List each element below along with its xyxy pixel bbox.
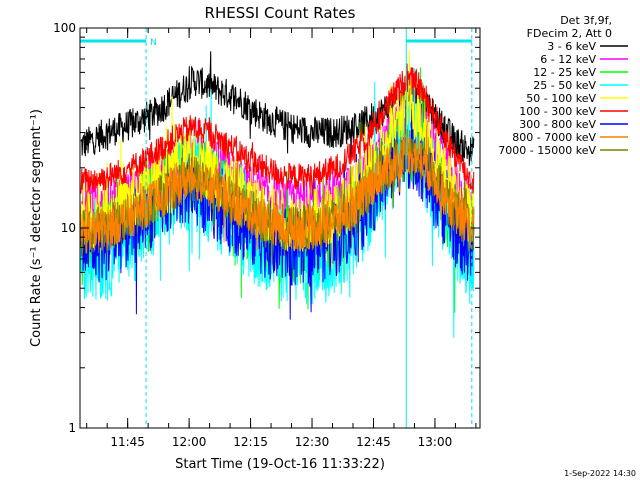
x-tick-label: 12:30 [295, 435, 330, 449]
legend-label: 7000 - 15000 keV [498, 144, 596, 157]
legend-label: 6 - 12 keV [540, 53, 596, 66]
x-tick-label: 12:15 [233, 435, 268, 449]
axes: 1 10 100 11:45 12:00 12:15 12:30 12:45 13:00 [53, 21, 480, 449]
legend-label: 3 - 6 keV [547, 40, 596, 53]
legend-label: 12 - 25 keV [533, 66, 596, 79]
series-layer [80, 50, 475, 338]
x-tick-label: 13:00 [418, 435, 453, 449]
y-tick-label: 1 [68, 421, 76, 435]
chart-title: RHESSI Count Rates [205, 4, 356, 22]
series-line-800-7000-kev [80, 117, 475, 254]
y-tick-label: 10 [61, 221, 76, 235]
legend-label: 300 - 800 keV [519, 118, 596, 131]
x-tick-label: 12:45 [356, 435, 391, 449]
x-tick-label: 12:00 [172, 435, 207, 449]
y-tick-label: 100 [53, 21, 76, 35]
legend-label: 800 - 7000 keV [512, 131, 596, 144]
legend-label: 100 - 300 keV [519, 105, 596, 118]
series-line-50-100-kev [80, 50, 475, 270]
night-marker-label: N [150, 38, 157, 48]
footer-date: 1-Sep-2022 14:30 [564, 469, 636, 478]
legend-header-0: Det 3f,9f, [560, 14, 612, 27]
legend-label: 25 - 50 keV [533, 79, 596, 92]
legend-header-1: FDecim 2, Att 0 [527, 27, 612, 40]
legend-label: 50 - 100 keV [526, 92, 596, 105]
y-axis-label: Count Rate (s⁻¹ detector segment⁻¹) [29, 109, 44, 347]
x-axis-label: Start Time (19-Oct-16 11:33:22) [175, 457, 385, 472]
series-line-100-300-kev [80, 63, 475, 197]
x-tick-label: 11:45 [110, 435, 145, 449]
